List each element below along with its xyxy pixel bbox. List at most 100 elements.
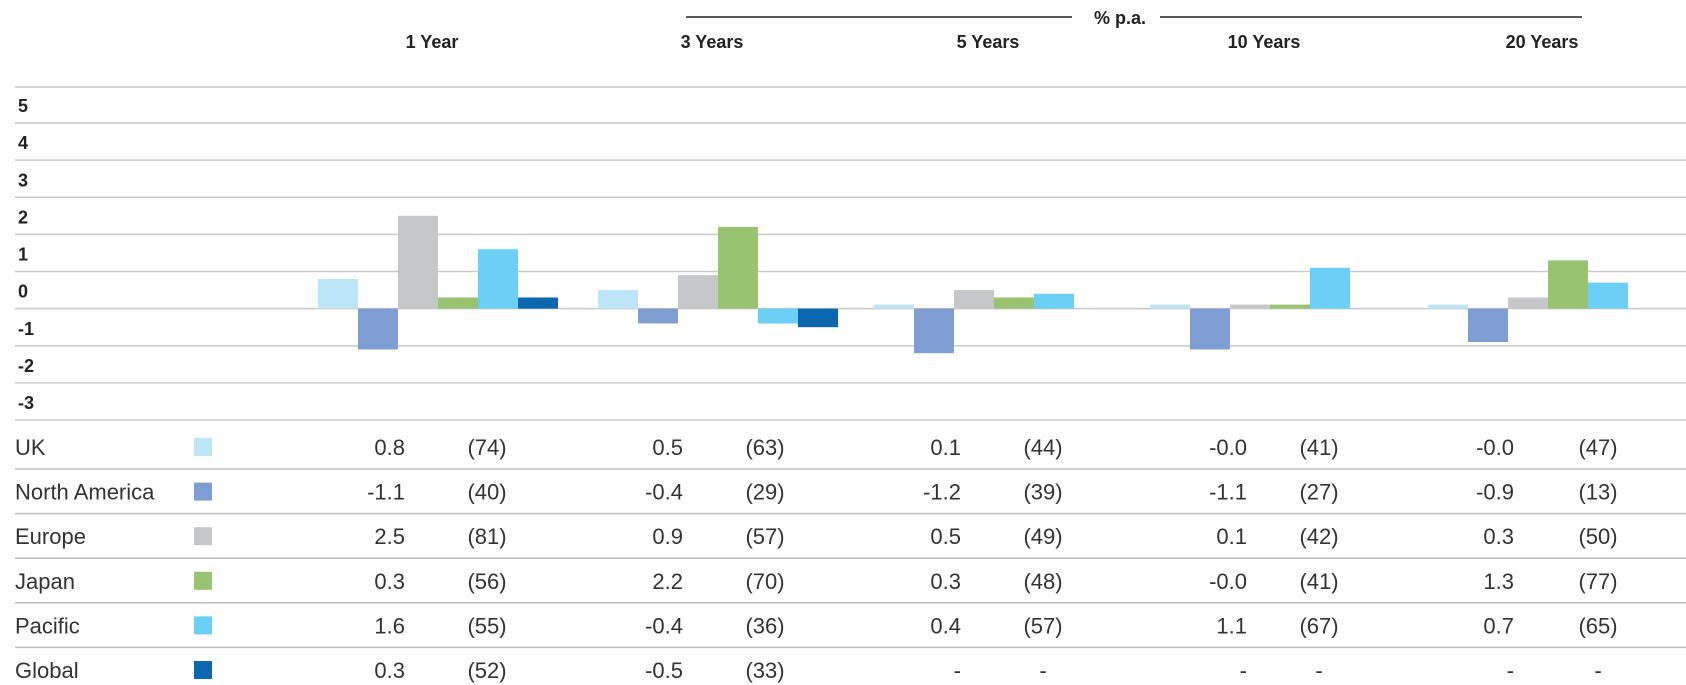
rank-north-america-20-years: (13) [1578,480,1617,505]
rank-north-america-10-years: (27) [1299,480,1338,505]
value-global-1-year: 0.3 [374,658,405,683]
rank-japan-20-years: (77) [1578,569,1617,594]
rank-north-america-3-years: (29) [745,480,784,505]
value-uk-20-years: -0.0 [1476,435,1514,460]
rank-europe-3-years: (57) [745,524,784,549]
value-global-20-years: - [1507,658,1514,683]
value-pacific-20-years: 0.7 [1483,613,1514,638]
rank-japan-3-years: (70) [745,569,784,594]
rank-europe-1-year: (81) [467,524,506,549]
legend-swatch-global [194,661,212,679]
bar-japan-1-year [438,297,478,309]
legend-swatch-uk [194,438,212,456]
value-global-10-years: - [1240,658,1247,683]
period-header-5-years: 5 Years [957,32,1020,52]
bar-uk-10-years [1150,304,1190,309]
y-tick-3: -3 [18,393,34,413]
value-europe-20-years: 0.3 [1483,524,1514,549]
bar-pacific-10-years [1310,267,1350,309]
y-axis-ticks: 5 4 3 2 1 0 -1 -2 -3 [18,96,34,413]
y-tick-1: 1 [18,245,28,265]
y-tick-5: 5 [18,96,28,116]
rank-japan-5-years: (48) [1023,569,1062,594]
rank-uk-20-years: (47) [1578,435,1617,460]
rank-north-america-1-year: (40) [467,480,506,505]
value-north-america-3-years: -0.4 [645,480,683,505]
bar-global-3-years [798,308,838,328]
data-table: UK 0.8 0.5 0.1 -0.0 -0.0 (74) (63) (44) (41) (47) N… [15,435,1686,683]
bar-japan-20-years [1548,260,1588,309]
bar-pacific-1-year [478,249,518,309]
legend-swatch-north-america [194,482,212,501]
row-label-global: Global [15,658,79,683]
rank-europe-5-years: (49) [1023,524,1062,549]
value-global-3-years: -0.5 [645,658,683,683]
bar-north-america-5-years [914,308,954,354]
row-label-europe: Europe [15,524,86,549]
value-japan-20-years: 1.3 [1483,569,1514,594]
chart-header: % p.a. [686,8,1582,28]
bar-japan-3-years [718,226,758,309]
value-north-america-10-years: -1.1 [1209,480,1247,505]
bar-europe-10-years [1230,304,1270,309]
bar-europe-5-years [954,290,994,309]
bar-global-1-year [518,297,558,309]
bar-uk-20-years [1428,304,1468,309]
rank-global-3-years: (33) [745,658,784,683]
value-uk-5-years: 0.1 [930,435,961,460]
value-uk-3-years: 0.5 [652,435,683,460]
value-europe-10-years: 0.1 [1216,524,1247,549]
legend-swatch-japan [194,571,212,590]
value-global-5-years: - [954,658,961,683]
rank-global-10-years: - [1315,658,1322,683]
rank-pacific-5-years: (57) [1023,613,1062,638]
y-tick-2: 2 [18,207,28,227]
bar-pacific-5-years [1034,293,1074,309]
y-tick-4: 4 [18,133,28,153]
rank-pacific-20-years: (65) [1578,613,1617,638]
rank-pacific-3-years: (36) [745,613,784,638]
value-europe-5-years: 0.5 [930,524,961,549]
value-uk-1-year: 0.8 [374,435,405,460]
row-label-pacific: Pacific [15,613,80,638]
period-header-20-years: 20 Years [1506,32,1579,52]
rank-uk-5-years: (44) [1023,435,1062,460]
value-europe-1-year: 2.5 [374,524,405,549]
bar-uk-1-year [318,278,358,309]
bar-uk-3-years [598,290,638,309]
value-uk-10-years: -0.0 [1209,435,1247,460]
y-tick-3: 3 [18,170,28,190]
value-japan-10-years: -0.0 [1209,569,1247,594]
gridlines [15,86,1686,421]
y-tick-0: 0 [18,282,28,302]
row-label-japan: Japan [15,569,75,594]
bars [318,215,1628,354]
rank-pacific-10-years: (67) [1299,613,1338,638]
value-pacific-3-years: -0.4 [645,613,683,638]
value-japan-1-year: 0.3 [374,569,405,594]
bar-japan-5-years [994,297,1034,309]
rank-north-america-5-years: (39) [1023,480,1062,505]
bar-japan-10-years [1270,304,1310,309]
bar-pacific-3-years [758,308,798,324]
value-pacific-5-years: 0.4 [930,613,961,638]
value-north-america-1-year: -1.1 [367,480,405,505]
value-pacific-1-year: 1.6 [374,613,405,638]
bar-uk-5-years [874,304,914,309]
rank-pacific-1-year: (55) [467,613,506,638]
rank-global-1-year: (52) [467,658,506,683]
rank-europe-10-years: (42) [1299,524,1338,549]
rank-japan-1-year: (56) [467,569,506,594]
rank-europe-20-years: (50) [1578,524,1617,549]
rank-global-5-years: - [1039,658,1046,683]
value-japan-3-years: 2.2 [652,569,683,594]
value-north-america-5-years: -1.2 [923,480,961,505]
value-japan-5-years: 0.3 [930,569,961,594]
period-header-3-years: 3 Years [681,32,744,52]
rank-japan-10-years: (41) [1299,569,1338,594]
bar-europe-1-year [398,215,438,309]
y-tick-2: -2 [18,356,34,376]
period-headers: 1 Year 3 Years 5 Years 10 Years 20 Years [406,32,1579,52]
bar-north-america-1-year [358,308,398,350]
